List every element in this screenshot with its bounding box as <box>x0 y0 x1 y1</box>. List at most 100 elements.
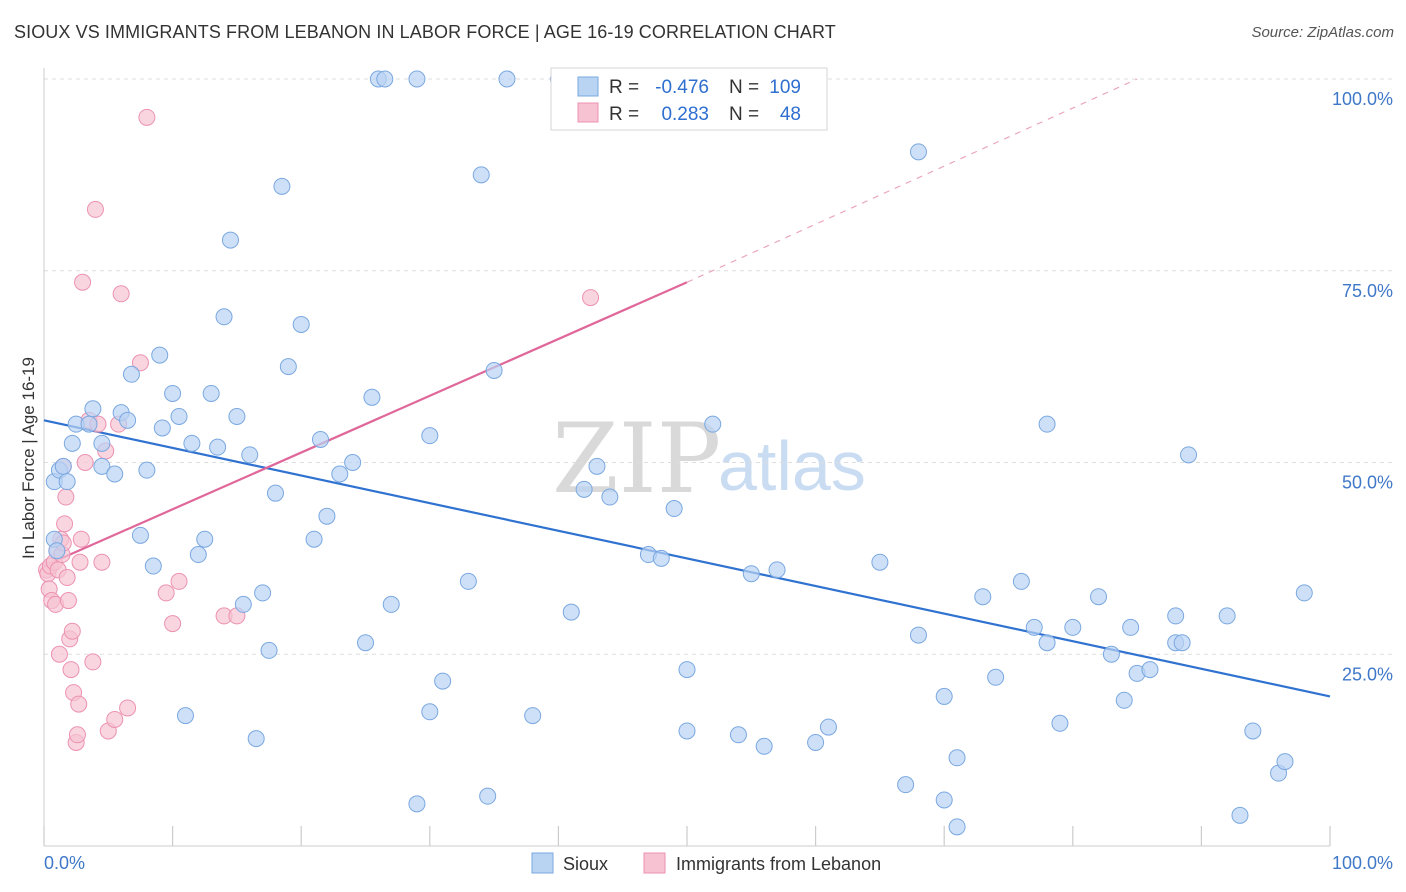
legend-box: R = -0.476 N = 109 R = 0.283 N = 48 <box>550 67 828 131</box>
sioux-point-54 <box>421 703 439 721</box>
sioux-point-106 <box>1231 806 1249 824</box>
sioux-point-82 <box>909 626 927 644</box>
lebanon-point-30 <box>86 200 104 218</box>
sioux-point-107 <box>1244 722 1262 740</box>
sioux-point-24 <box>183 434 201 452</box>
sioux-point-56 <box>459 572 477 590</box>
sioux-point-88 <box>987 668 1005 686</box>
lebanon-point-26 <box>74 273 92 291</box>
sioux-point-86 <box>948 749 966 767</box>
y-tick-label-3: 25.0% <box>1342 664 1393 684</box>
sioux-point-26 <box>196 530 214 548</box>
sioux-point-80 <box>897 776 915 794</box>
lebanon-point-41 <box>157 584 175 602</box>
sioux-point-64 <box>575 480 593 498</box>
sioux-point-35 <box>254 584 272 602</box>
axes <box>43 68 1331 847</box>
lebanon-point-13 <box>56 515 74 533</box>
sioux-point-23 <box>176 707 194 725</box>
sioux-point-76 <box>768 561 786 579</box>
sioux-point-71 <box>678 722 696 740</box>
sioux-point-60 <box>498 70 516 88</box>
legend-r-label-sioux: R = <box>609 77 639 98</box>
lebanon-point-46 <box>582 289 600 307</box>
x-tick-label-min: 0.0% <box>44 853 85 873</box>
sioux-point-83 <box>935 791 953 809</box>
sioux-point-14 <box>119 411 137 429</box>
sioux-point-102 <box>1167 607 1185 625</box>
sioux-point-9 <box>84 400 102 418</box>
lebanon-point-32 <box>93 553 111 571</box>
lebanon-point-19 <box>63 622 81 640</box>
sioux-point-37 <box>266 484 284 502</box>
lebanon-point-9 <box>50 645 68 663</box>
sioux-point-42 <box>311 430 329 448</box>
lebanon-point-39 <box>131 354 149 372</box>
trend-line-lebanon <box>43 281 688 568</box>
sioux-point-104 <box>1180 446 1198 464</box>
sioux-point-72 <box>704 415 722 433</box>
sioux-point-105 <box>1218 607 1236 625</box>
sioux-point-70 <box>678 661 696 679</box>
sioux-point-41 <box>305 530 323 548</box>
sioux-point-90 <box>1025 618 1043 636</box>
sioux-point-12 <box>106 465 124 483</box>
lebanon-point-24 <box>71 553 89 571</box>
sioux-point-15 <box>122 365 140 383</box>
sioux-point-61 <box>524 707 542 725</box>
sioux-point-94 <box>1064 618 1082 636</box>
sioux-point-47 <box>363 388 381 406</box>
sioux-point-103 <box>1173 634 1191 652</box>
y-tick-label-1: 75.0% <box>1342 281 1393 301</box>
sioux-point-68 <box>652 549 670 567</box>
sioux-point-97 <box>1115 691 1133 709</box>
sioux-point-32 <box>234 595 252 613</box>
sioux-point-8 <box>80 415 98 433</box>
sioux-point-20 <box>153 419 171 437</box>
bottom-legend-label-sioux: Sioux <box>563 854 608 874</box>
sioux-point-91 <box>1038 415 1056 433</box>
sioux-point-57 <box>472 166 490 184</box>
sioux-point-25 <box>189 546 207 564</box>
sioux-point-92 <box>1038 634 1056 652</box>
legend-r-label-lebanon: R = <box>609 104 639 125</box>
sioux-point-38 <box>273 177 291 195</box>
lebanon-point-29 <box>84 653 102 671</box>
sioux-point-4 <box>54 457 72 475</box>
sioux-point-75 <box>755 737 773 755</box>
sioux-point-30 <box>221 231 239 249</box>
sioux-point-74 <box>742 565 760 583</box>
y-axis-label: In Labor Force | Age 16-19 <box>19 357 38 559</box>
sioux-point-28 <box>209 438 227 456</box>
legend-r-value-lebanon: 0.283 <box>661 104 709 125</box>
sioux-point-10 <box>93 434 111 452</box>
sioux-point-49 <box>376 70 394 88</box>
lebanon-point-27 <box>76 454 94 471</box>
grid-lines <box>44 78 1393 655</box>
sioux-point-69 <box>665 500 683 518</box>
lebanon-point-42 <box>164 615 182 633</box>
y-tick-label-0: 100.0% <box>1332 89 1393 109</box>
lebanon-point-14 <box>57 488 75 506</box>
sioux-point-36 <box>260 641 278 659</box>
sioux-point-81 <box>909 143 927 161</box>
chart-title: SIOUX VS IMMIGRANTS FROM LEBANON IN LABO… <box>14 22 836 42</box>
legend-r-value-sioux: -0.476 <box>655 77 709 98</box>
watermark-atlas: atlas <box>718 427 866 505</box>
sioux-point-40 <box>292 315 310 333</box>
sioux-point-110 <box>1295 584 1313 602</box>
sioux-point-22 <box>170 407 188 425</box>
legend-n-value-sioux: 109 <box>769 77 801 98</box>
sioux-point-45 <box>344 454 362 471</box>
sioux-point-11 <box>93 457 111 475</box>
lebanon-point-43 <box>170 572 188 590</box>
sioux-point-84 <box>935 687 953 705</box>
bottom-legend: Sioux Immigrants from Lebanon <box>531 852 881 874</box>
sioux-point-17 <box>138 461 156 479</box>
sioux-point-19 <box>151 346 169 364</box>
sioux-point-52 <box>408 795 426 813</box>
sioux-point-96 <box>1102 645 1120 663</box>
sioux-point-51 <box>408 70 426 88</box>
sioux-point-109 <box>1276 753 1294 771</box>
sioux-point-43 <box>318 507 336 525</box>
